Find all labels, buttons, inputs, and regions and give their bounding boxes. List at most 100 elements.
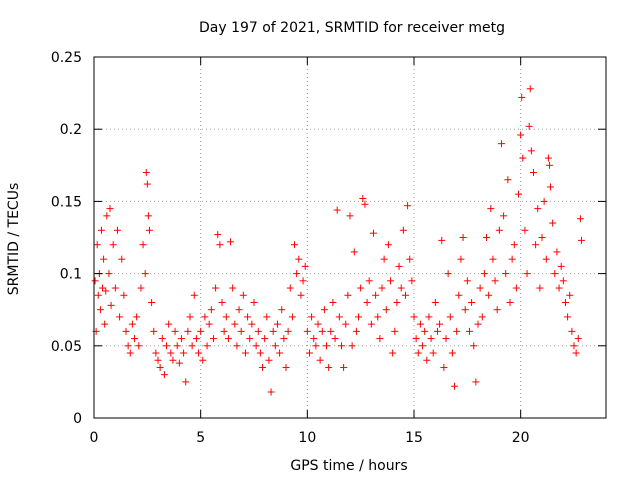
data-point bbox=[252, 342, 260, 350]
data-point bbox=[557, 262, 565, 270]
data-point bbox=[169, 356, 177, 364]
data-point bbox=[576, 215, 584, 223]
data-point bbox=[137, 284, 145, 292]
data-point bbox=[457, 255, 465, 263]
data-point bbox=[205, 320, 213, 328]
data-point bbox=[526, 85, 534, 93]
data-point bbox=[254, 327, 262, 335]
y-tick-label: 0 bbox=[73, 411, 82, 427]
data-point bbox=[195, 349, 203, 357]
data-point bbox=[124, 342, 132, 350]
data-point bbox=[246, 335, 254, 343]
data-point bbox=[329, 298, 337, 306]
data-point bbox=[502, 270, 510, 278]
data-point bbox=[301, 262, 309, 270]
data-point bbox=[335, 313, 343, 321]
data-point bbox=[133, 313, 141, 321]
data-point bbox=[440, 363, 448, 371]
data-point bbox=[291, 241, 299, 249]
data-point bbox=[139, 241, 147, 249]
data-point bbox=[399, 226, 407, 234]
data-point bbox=[126, 349, 134, 357]
data-point bbox=[273, 320, 281, 328]
data-point bbox=[515, 190, 523, 198]
data-point bbox=[94, 291, 102, 299]
data-point bbox=[553, 248, 561, 256]
data-point bbox=[271, 342, 279, 350]
data-point bbox=[408, 277, 416, 285]
data-point bbox=[352, 327, 360, 335]
data-point bbox=[158, 335, 166, 343]
data-point bbox=[491, 277, 499, 285]
data-point bbox=[152, 349, 160, 357]
data-point bbox=[534, 205, 542, 213]
data-point bbox=[325, 363, 333, 371]
data-point bbox=[478, 313, 486, 321]
data-point bbox=[361, 200, 369, 208]
axes-layer: 0 0.05 0.1 0.15 0.2 0.25 0 5 10 15 20 bbox=[51, 50, 607, 446]
data-point bbox=[100, 255, 108, 263]
data-point bbox=[207, 306, 215, 314]
data-point bbox=[331, 335, 339, 343]
data-point bbox=[310, 335, 318, 343]
data-point bbox=[346, 212, 354, 220]
data-point bbox=[342, 320, 350, 328]
data-point bbox=[510, 241, 518, 249]
data-point bbox=[429, 349, 437, 357]
data-point bbox=[431, 298, 439, 306]
data-point bbox=[485, 291, 493, 299]
chart-title: Day 197 of 2021, SRMTID for receiver met… bbox=[199, 20, 505, 36]
data-point bbox=[109, 241, 117, 249]
data-point bbox=[323, 342, 331, 350]
data-point bbox=[320, 306, 328, 314]
data-point bbox=[286, 284, 294, 292]
grid-layer bbox=[94, 57, 606, 418]
y-tick-label: 0.1 bbox=[60, 267, 82, 283]
data-point bbox=[216, 241, 224, 249]
data-point bbox=[299, 277, 307, 285]
data-point bbox=[177, 335, 185, 343]
data-point bbox=[263, 313, 271, 321]
data-point bbox=[559, 277, 567, 285]
data-point bbox=[508, 255, 516, 263]
data-point bbox=[184, 327, 192, 335]
data-point bbox=[369, 229, 377, 237]
data-point bbox=[239, 291, 247, 299]
data-point bbox=[547, 183, 555, 191]
data-point bbox=[144, 212, 152, 220]
data-point bbox=[141, 270, 149, 278]
data-point bbox=[566, 291, 574, 299]
data-point bbox=[235, 306, 243, 314]
x-tick-label: 0 bbox=[90, 430, 99, 446]
data-point bbox=[446, 313, 454, 321]
data-point bbox=[412, 335, 420, 343]
data-point bbox=[500, 212, 508, 220]
data-point bbox=[568, 327, 576, 335]
data-point bbox=[171, 327, 179, 335]
data-point bbox=[188, 342, 196, 350]
data-point bbox=[459, 234, 467, 241]
data-point bbox=[148, 298, 156, 306]
data-point bbox=[489, 255, 497, 263]
data-point bbox=[103, 212, 111, 220]
data-point bbox=[173, 342, 181, 350]
data-point bbox=[542, 255, 550, 263]
data-point bbox=[120, 291, 128, 299]
data-point bbox=[288, 313, 296, 321]
data-point bbox=[363, 298, 371, 306]
data-point bbox=[523, 270, 531, 278]
data-point bbox=[444, 270, 452, 278]
data-point bbox=[395, 262, 403, 270]
data-point bbox=[483, 234, 491, 241]
data-point bbox=[517, 131, 525, 139]
data-point bbox=[192, 335, 200, 343]
data-point bbox=[150, 327, 158, 335]
data-point bbox=[577, 236, 585, 244]
data-point bbox=[233, 342, 241, 350]
data-point bbox=[570, 342, 578, 350]
data-point bbox=[438, 236, 446, 244]
data-point bbox=[401, 291, 409, 299]
data-point bbox=[209, 335, 217, 343]
data-point bbox=[532, 241, 540, 249]
data-point bbox=[574, 335, 582, 343]
